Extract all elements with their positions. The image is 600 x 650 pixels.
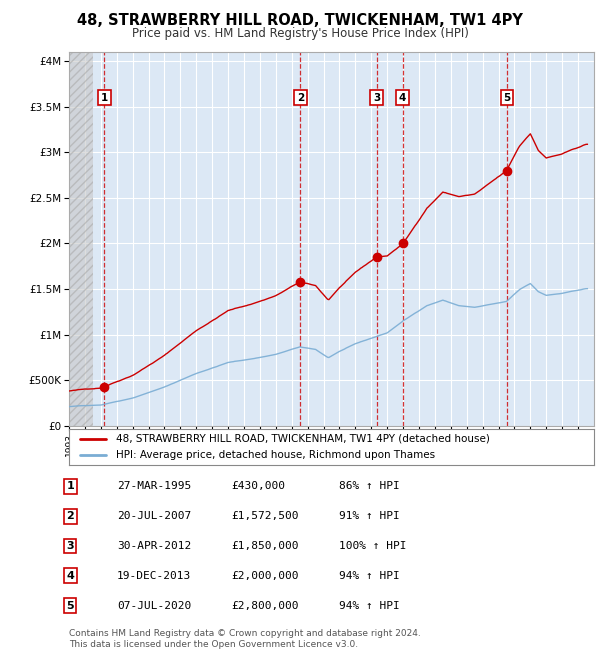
Text: 1: 1 — [101, 92, 108, 103]
Text: 5: 5 — [503, 92, 511, 103]
Text: £430,000: £430,000 — [231, 481, 285, 491]
Text: 27-MAR-1995: 27-MAR-1995 — [117, 481, 191, 491]
Text: £2,000,000: £2,000,000 — [231, 571, 299, 581]
Text: 19-DEC-2013: 19-DEC-2013 — [117, 571, 191, 581]
Text: HPI: Average price, detached house, Richmond upon Thames: HPI: Average price, detached house, Rich… — [116, 450, 436, 460]
Text: 4: 4 — [66, 571, 74, 581]
Text: £1,572,500: £1,572,500 — [231, 511, 299, 521]
Text: 07-JUL-2020: 07-JUL-2020 — [117, 601, 191, 611]
Text: 86% ↑ HPI: 86% ↑ HPI — [339, 481, 400, 491]
Text: 4: 4 — [399, 92, 406, 103]
Text: £2,800,000: £2,800,000 — [231, 601, 299, 611]
Text: 3: 3 — [373, 92, 380, 103]
Text: 1: 1 — [67, 481, 74, 491]
Text: 30-APR-2012: 30-APR-2012 — [117, 541, 191, 551]
Text: £1,850,000: £1,850,000 — [231, 541, 299, 551]
Text: 5: 5 — [67, 601, 74, 611]
Text: 48, STRAWBERRY HILL ROAD, TWICKENHAM, TW1 4PY: 48, STRAWBERRY HILL ROAD, TWICKENHAM, TW… — [77, 13, 523, 28]
Text: 100% ↑ HPI: 100% ↑ HPI — [339, 541, 407, 551]
Text: 94% ↑ HPI: 94% ↑ HPI — [339, 601, 400, 611]
Text: 48, STRAWBERRY HILL ROAD, TWICKENHAM, TW1 4PY (detached house): 48, STRAWBERRY HILL ROAD, TWICKENHAM, TW… — [116, 434, 490, 444]
Text: 2: 2 — [67, 511, 74, 521]
Text: Contains HM Land Registry data © Crown copyright and database right 2024.
This d: Contains HM Land Registry data © Crown c… — [69, 629, 421, 649]
Text: Price paid vs. HM Land Registry's House Price Index (HPI): Price paid vs. HM Land Registry's House … — [131, 27, 469, 40]
Text: 91% ↑ HPI: 91% ↑ HPI — [339, 511, 400, 521]
Text: 2: 2 — [297, 92, 304, 103]
Text: 20-JUL-2007: 20-JUL-2007 — [117, 511, 191, 521]
Text: 3: 3 — [67, 541, 74, 551]
Text: 94% ↑ HPI: 94% ↑ HPI — [339, 571, 400, 581]
